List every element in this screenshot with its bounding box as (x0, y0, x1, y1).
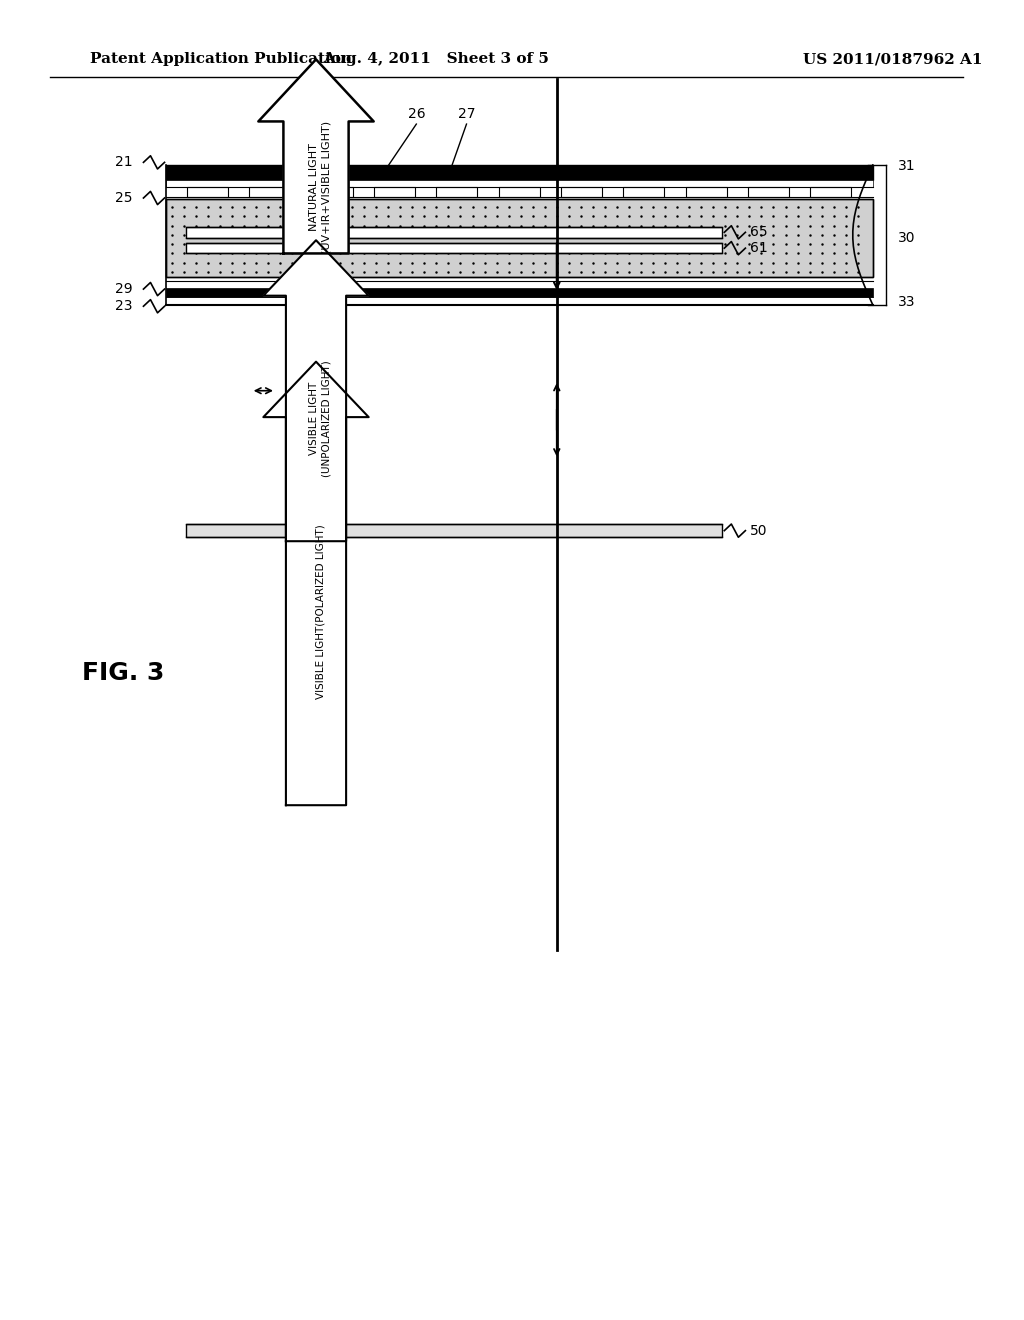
Text: 23: 23 (116, 300, 133, 313)
Text: 30: 30 (898, 231, 915, 246)
Bar (686, 187, 727, 197)
Bar (185, 524, 722, 537)
Bar (436, 187, 477, 197)
Bar (499, 187, 540, 197)
Bar (810, 187, 852, 197)
Text: VISIBLE LIGHT(POLARIZED LIGHT): VISIBLE LIGHT(POLARIZED LIGHT) (315, 524, 325, 698)
Bar (166, 165, 872, 180)
Bar (561, 187, 602, 197)
Text: FIG. 3: FIG. 3 (82, 661, 165, 685)
Bar (186, 187, 228, 197)
Text: 50: 50 (751, 524, 768, 537)
Bar (374, 187, 415, 197)
Text: 61: 61 (751, 242, 768, 255)
Text: Aug. 4, 2011   Sheet 3 of 5: Aug. 4, 2011 Sheet 3 of 5 (324, 53, 549, 66)
Text: VISIBLE LIGHT
(UNPOLARIZED LIGHT): VISIBLE LIGHT (UNPOLARIZED LIGHT) (309, 360, 331, 477)
Bar (166, 288, 872, 297)
Bar (749, 187, 790, 197)
Text: Patent Application Publication: Patent Application Publication (90, 53, 352, 66)
Text: 65: 65 (751, 226, 768, 239)
Bar (624, 187, 665, 197)
Bar (185, 227, 722, 238)
Polygon shape (263, 362, 369, 805)
Text: US 2011/0187962 A1: US 2011/0187962 A1 (803, 53, 982, 66)
Bar (166, 199, 872, 277)
Text: NATURAL LIGHT
(UV+IR+VISIBLE LIGHT): NATURAL LIGHT (UV+IR+VISIBLE LIGHT) (309, 121, 331, 253)
Bar (311, 187, 352, 197)
Polygon shape (263, 240, 369, 541)
Bar (166, 199, 872, 277)
Bar (249, 187, 290, 197)
Text: 26: 26 (408, 107, 425, 121)
Text: 27: 27 (458, 107, 475, 121)
Text: 25: 25 (116, 191, 133, 205)
Text: 33: 33 (898, 296, 915, 309)
Text: 29: 29 (116, 282, 133, 296)
Bar (185, 243, 722, 253)
Polygon shape (258, 59, 374, 253)
Text: 21: 21 (116, 156, 133, 169)
Text: 31: 31 (898, 158, 915, 173)
Bar (166, 180, 872, 187)
